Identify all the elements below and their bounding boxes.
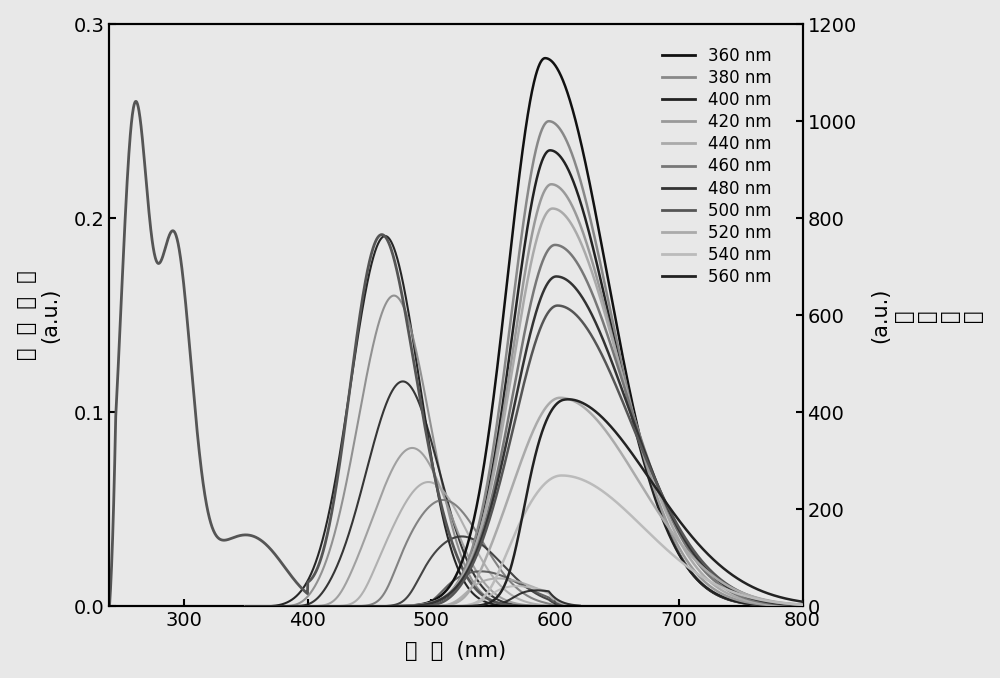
Legend: 360 nm, 380 nm, 400 nm, 420 nm, 440 nm, 460 nm, 480 nm, 500 nm, 520 nm, 540 nm, : 360 nm, 380 nm, 400 nm, 420 nm, 440 nm, … [653, 39, 780, 295]
X-axis label: 波  长  (nm): 波 长 (nm) [405, 641, 507, 661]
Y-axis label: 吸  收  强  度
(a.u.): 吸 收 强 度 (a.u.) [17, 271, 60, 360]
Y-axis label: (a.u.)
强
度
光
荧: (a.u.) 强 度 光 荧 [871, 287, 983, 343]
